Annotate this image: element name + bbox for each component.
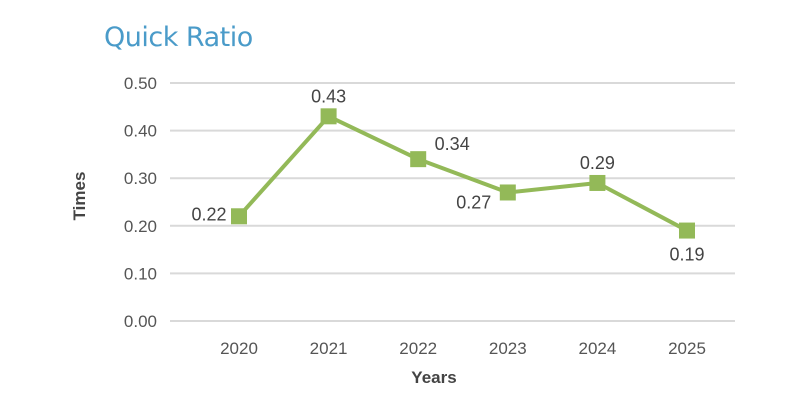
y-tick-label: 0.10 — [124, 264, 157, 283]
y-tick-label: 0.30 — [124, 169, 157, 188]
data-label: 0.29 — [580, 153, 615, 173]
data-point-marker — [231, 208, 247, 225]
data-point-marker — [679, 222, 695, 239]
data-markers — [231, 108, 695, 239]
data-point-marker — [320, 108, 337, 125]
grid-lines — [170, 82, 735, 322]
data-point-marker — [589, 174, 606, 191]
y-tick-label: 0.20 — [124, 217, 157, 236]
data-label: 0.22 — [191, 204, 226, 224]
y-tick-label: 0.00 — [124, 312, 157, 331]
series-line-path — [237, 114, 688, 233]
data-label: 0.34 — [435, 134, 470, 154]
y-axis-title: Times — [70, 172, 89, 221]
x-tick-label: 2022 — [399, 339, 437, 358]
series-line — [237, 114, 688, 233]
data-labels: 0.22 0.43 0.34 0.27 0.29 0.19 — [191, 86, 704, 264]
data-label: 0.27 — [456, 192, 491, 212]
x-tick-label: 2021 — [310, 339, 348, 358]
y-tick-label: 0.50 — [124, 74, 157, 93]
x-tick-label: 2020 — [220, 339, 258, 358]
data-point-marker — [410, 151, 427, 168]
data-label: 0.43 — [311, 86, 346, 106]
x-axis-title: Years — [411, 368, 456, 387]
x-tick-label: 2024 — [578, 339, 616, 358]
y-tick-label: 0.40 — [124, 122, 157, 141]
data-label: 0.19 — [669, 245, 704, 265]
x-tick-label: 2025 — [668, 339, 706, 358]
y-tick-labels: 0.00 0.10 0.20 0.30 0.40 0.50 — [124, 74, 157, 331]
x-tick-labels: 2020 2021 2022 2023 2024 2025 — [220, 339, 706, 358]
data-point-marker — [499, 184, 516, 201]
chart-title: Quick Ratio — [104, 22, 253, 53]
x-tick-label: 2023 — [489, 339, 527, 358]
